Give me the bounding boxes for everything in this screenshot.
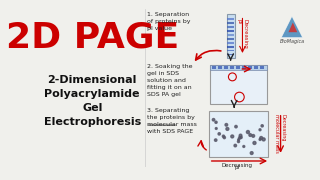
Bar [228,30,234,32]
Text: 2D PAGE: 2D PAGE [5,21,179,55]
Point [236,138,241,141]
Text: Electrophoresis: Electrophoresis [44,117,141,127]
Point [249,152,254,154]
Text: 2. Soaking the
gel in SDS
solution and
fitting it on an
SDS PA gel: 2. Soaking the gel in SDS solution and f… [147,64,192,97]
Point [214,127,219,130]
Bar [211,66,268,104]
Point [251,134,256,137]
Text: 3. Separating
the proteins by
molecular mass
with SDS PAGE: 3. Separating the proteins by molecular … [147,107,196,134]
Bar [228,46,234,48]
Text: Decreasing: Decreasing [221,163,252,168]
Bar [228,34,234,36]
Bar [228,38,234,40]
Point [236,140,241,143]
Point [221,135,226,138]
Point [261,138,266,141]
Bar [228,22,234,24]
Text: pl: pl [234,165,239,170]
Text: Decreasing
molecular mass: Decreasing molecular mass [275,114,286,153]
Polygon shape [288,22,297,32]
Bar [254,66,258,69]
Point [258,128,263,131]
Bar [211,66,268,70]
Bar [248,66,252,69]
Point [222,136,227,139]
Text: BioMagica: BioMagica [279,39,305,44]
Point [213,121,219,124]
Bar [228,26,234,28]
Text: 2-Dimensional: 2-Dimensional [47,75,137,84]
Bar [242,66,246,69]
Bar [260,66,264,69]
Point [245,131,251,134]
Bar [227,14,235,58]
Text: Gel: Gel [82,103,102,112]
Point [260,124,265,127]
Point [213,139,218,141]
Bar [218,66,222,69]
Text: 1. Separation
of proteins by
pl value: 1. Separation of proteins by pl value [147,12,190,31]
Text: Decreasing
pI: Decreasing pI [236,19,248,49]
Bar [228,50,234,51]
Bar [228,42,234,44]
Point [217,132,222,135]
Point [238,136,244,139]
Point [259,136,264,139]
Bar [228,54,234,55]
Polygon shape [282,16,302,37]
Text: Polyacrylamide: Polyacrylamide [44,89,140,98]
Point [225,127,230,130]
Point [237,136,242,139]
Point [233,144,238,147]
Bar [209,111,268,157]
Bar [224,66,228,69]
Point [238,134,243,137]
Point [252,141,257,144]
Point [230,135,235,138]
Point [248,134,253,136]
Point [233,125,238,128]
Bar [230,66,234,69]
Bar [228,18,234,20]
Point [211,118,216,121]
Point [258,138,263,141]
Bar [212,66,216,69]
Bar [236,66,240,69]
Point [224,123,229,126]
Point [241,145,246,148]
